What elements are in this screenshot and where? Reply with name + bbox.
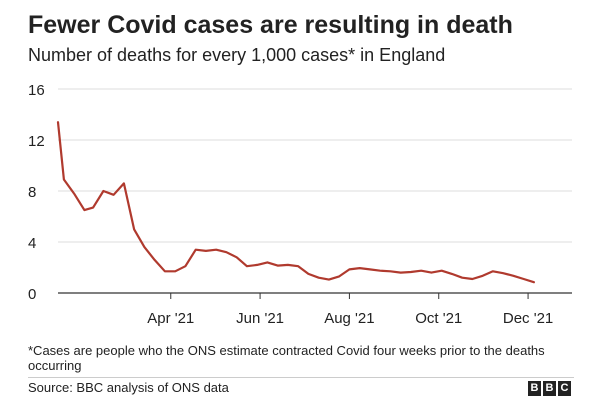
source-note: Source: BBC analysis of ONS data: [28, 380, 229, 395]
y-tick-label: 0: [28, 286, 36, 303]
y-tick-label: 12: [28, 133, 45, 150]
chart-footnote: *Cases are people who the ONS estimate c…: [28, 343, 545, 373]
y-tick-label: 16: [28, 82, 45, 99]
line-chart: 0 4 8 12 16 Apr '21 Jun '21 Aug '21 Oct '21 Dec '…: [28, 82, 572, 327]
chart-subtitle: Number of deaths for every 1,000 cases* …: [28, 45, 446, 65]
x-tick-label: Apr '21: [147, 310, 194, 327]
series-line: [56, 121, 535, 284]
x-tick-label: Jun '21: [236, 310, 284, 327]
y-tick-label: 8: [28, 184, 36, 201]
y-tick-label: 4: [28, 235, 36, 252]
bbc-logo-letter-2: B: [543, 381, 556, 396]
bbc-logo-letter-1: B: [528, 381, 541, 396]
x-tick-label: Oct '21: [415, 310, 462, 327]
x-tick-label: Aug '21: [324, 310, 374, 327]
bbc-logo-letter-3: C: [558, 381, 571, 396]
x-tick-label: Dec '21: [503, 310, 553, 327]
footer-divider: [28, 377, 574, 378]
chart-title: Fewer Covid cases are resulting in death: [28, 11, 513, 39]
bbc-logo: B B C: [528, 381, 571, 396]
